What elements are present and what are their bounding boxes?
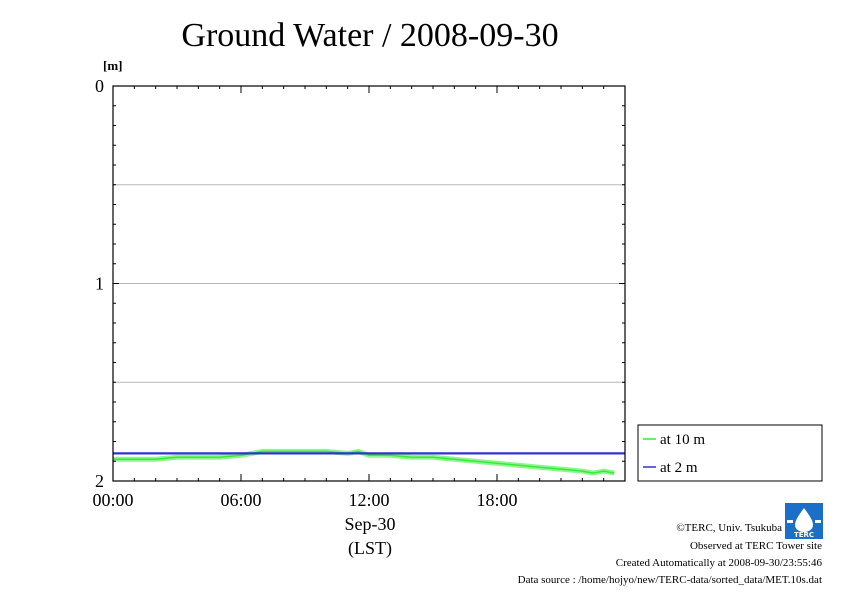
x-axis-timezone-label: (LST) <box>348 538 392 559</box>
terc-logo: TERC <box>785 503 823 539</box>
x-tick-label: 00:00 <box>92 490 133 510</box>
legend-box <box>637 424 823 482</box>
copyright-text: ©TERC, Univ. Tsukuba <box>676 522 782 534</box>
y-tick-label: 2 <box>95 471 104 491</box>
chart-title: Ground Water / 2008-09-30 <box>181 17 558 54</box>
x-axis-date-label: Sep-30 <box>345 514 396 534</box>
logo-wave-left <box>787 520 793 523</box>
x-tick-label: 06:00 <box>220 490 261 510</box>
created-text: Created Automatically at 2008-09-30/23:5… <box>616 557 823 569</box>
x-tick-label: 18:00 <box>476 490 517 510</box>
observed-text: Observed at TERC Tower site <box>690 540 822 552</box>
logo-wave-right <box>815 520 821 523</box>
series-halo-at-10-m <box>113 448 615 476</box>
x-tick-label: 12:00 <box>348 490 389 510</box>
legend-label-at-2m: at 2 m <box>660 460 698 476</box>
logo-text: TERC <box>794 531 814 539</box>
y-tick-label: 1 <box>95 274 104 294</box>
legend: at 10 m at 2 m <box>637 424 823 482</box>
axis-ticks: 0 1 200:00 06:00 12:00 18:00 <box>92 76 626 510</box>
water-drop-icon <box>795 508 813 532</box>
y-tick-label: 0 <box>95 76 104 96</box>
legend-label-at-10m: at 10 m <box>660 432 705 448</box>
data-source-text: Data source : /home/hojyo/new/TERC-data/… <box>518 574 822 586</box>
y-axis-unit: [m] <box>103 58 123 73</box>
gridlines <box>113 184 625 383</box>
data-series <box>113 448 625 476</box>
